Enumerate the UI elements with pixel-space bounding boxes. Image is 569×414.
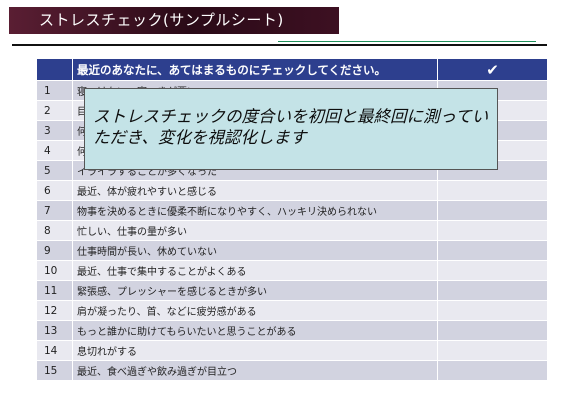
row-number: 3	[36, 120, 73, 141]
row-check-cell[interactable]	[437, 180, 548, 201]
row-number: 11	[36, 280, 73, 301]
row-number: 9	[36, 240, 73, 261]
row-number: 7	[36, 200, 73, 221]
row-question: 仕事時間が長い、休めていない	[72, 240, 438, 261]
row-question: 最近、体が疲れやすいと感じる	[72, 180, 438, 201]
row-check-cell[interactable]	[437, 260, 548, 281]
table-row: 9 仕事時間が長い、休めていない	[36, 240, 548, 261]
table-row: 15 最近、食べ過ぎや飲み過ぎが目立つ	[36, 360, 548, 381]
header-question-cell: 最近のあなたに、あてはまるものにチェックしてください。	[72, 58, 438, 81]
table-row: 10 最近、仕事で集中することがよくある	[36, 260, 548, 281]
table-header-row: 最近のあなたに、あてはまるものにチェックしてください。 ✔	[36, 58, 548, 81]
table-row: 12 肩が凝ったり、首、などに疲労感がある	[36, 300, 548, 321]
row-question: 最近、仕事で集中することがよくある	[72, 260, 438, 281]
row-check-cell[interactable]	[437, 200, 548, 221]
table-row: 13 もっと誰かに助けてもらいたいと思うことがある	[36, 320, 548, 341]
row-number: 10	[36, 260, 73, 281]
slide-title: ストレスチェック(サンプルシート)	[9, 7, 339, 34]
row-number: 14	[36, 340, 73, 361]
header-number-cell	[36, 58, 73, 81]
row-number: 4	[36, 140, 73, 161]
row-question: 物事を決めるときに優柔不断になりやすく、ハッキリ決められない	[72, 200, 438, 221]
table-row: 14 息切れがする	[36, 340, 548, 361]
table-row: 6 最近、体が疲れやすいと感じる	[36, 180, 548, 201]
row-check-cell[interactable]	[437, 360, 548, 381]
row-number: 6	[36, 180, 73, 201]
row-check-cell[interactable]	[437, 300, 548, 321]
table-row: 7 物事を決めるときに優柔不断になりやすく、ハッキリ決められない	[36, 200, 548, 221]
row-check-cell[interactable]	[437, 240, 548, 261]
row-number: 15	[36, 360, 73, 381]
row-question: 肩が凝ったり、首、などに疲労感がある	[72, 300, 438, 321]
row-question: 緊張感、プレッシャーを感じるときが多い	[72, 280, 438, 301]
table-row: 8 忙しい、仕事の量が多い	[36, 220, 548, 241]
row-check-cell[interactable]	[437, 320, 548, 341]
row-number: 2	[36, 100, 73, 121]
row-question: 忙しい、仕事の量が多い	[72, 220, 438, 241]
row-number: 1	[36, 80, 73, 101]
header-check-cell: ✔	[437, 58, 548, 81]
green-divider	[278, 41, 536, 42]
row-question: 息切れがする	[72, 340, 438, 361]
callout-box: ストレスチェックの度合いを初回と最終回に測っていただき、変化を視認化します	[84, 88, 498, 170]
table-row: 11 緊張感、プレッシャーを感じるときが多い	[36, 280, 548, 301]
row-check-cell[interactable]	[437, 220, 548, 241]
row-check-cell[interactable]	[437, 340, 548, 361]
black-divider	[12, 44, 547, 46]
row-check-cell[interactable]	[437, 280, 548, 301]
row-number: 8	[36, 220, 73, 241]
row-number: 13	[36, 320, 73, 341]
row-question: 最近、食べ過ぎや飲み過ぎが目立つ	[72, 360, 438, 381]
row-question: もっと誰かに助けてもらいたいと思うことがある	[72, 320, 438, 341]
row-number: 12	[36, 300, 73, 321]
row-number: 5	[36, 160, 73, 181]
